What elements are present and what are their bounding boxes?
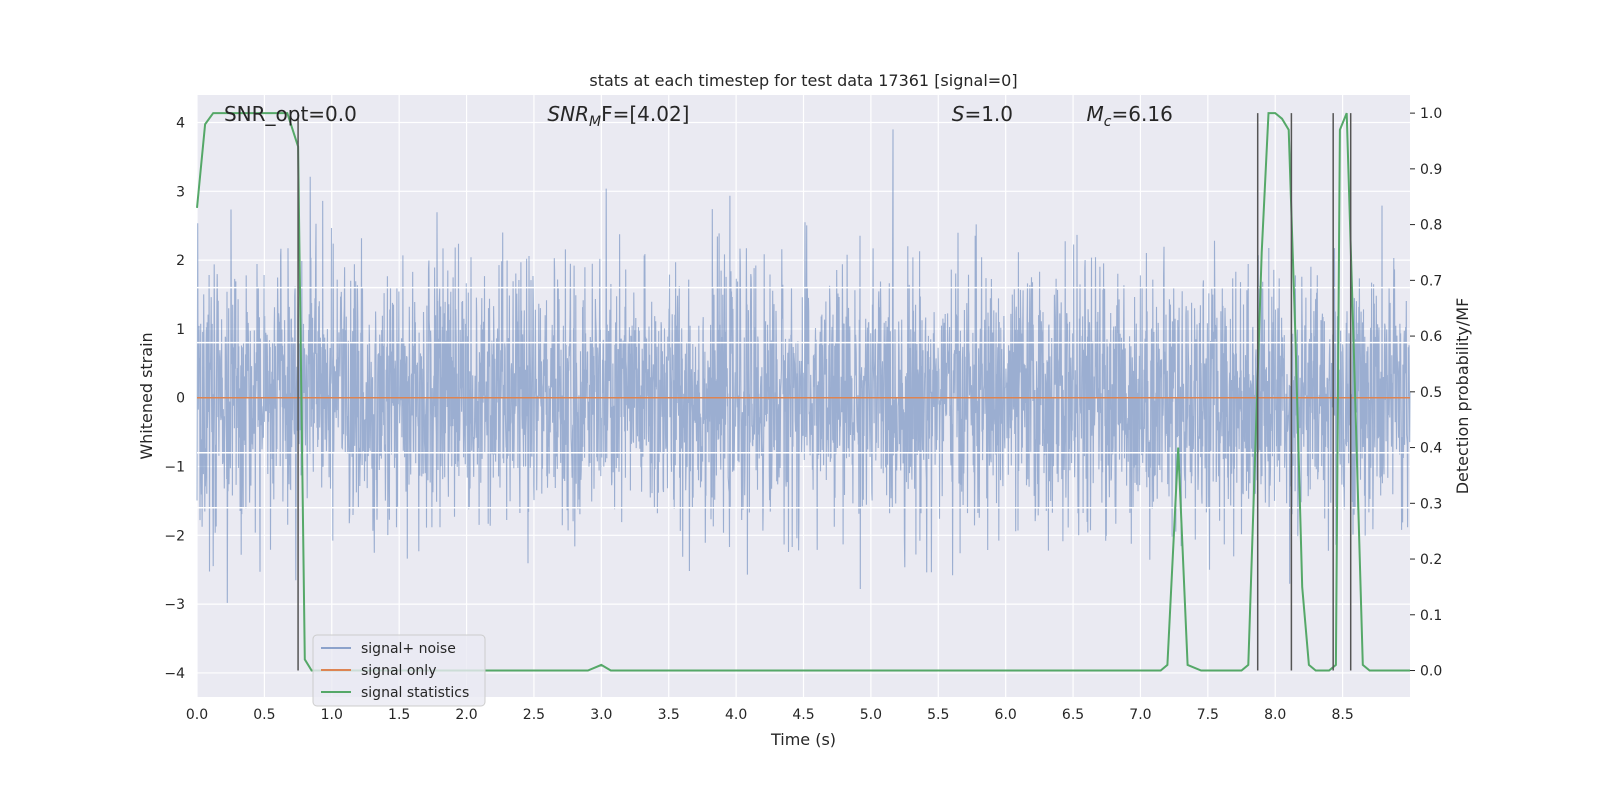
- x-tick-label: 8.5: [1331, 707, 1353, 723]
- x-axis-label: Time (s): [770, 730, 836, 749]
- y-tick-label: 3: [176, 184, 185, 200]
- x-tick-label: 4.5: [792, 707, 814, 723]
- annotation-math-base: SNR: [547, 102, 589, 126]
- annotation-3: Mc=6.16: [1087, 102, 1173, 130]
- x-tick-label: 4.0: [725, 707, 747, 723]
- annotation-math-rest: F=[4.02]: [601, 102, 689, 126]
- annotation-math-rest: =6.16: [1112, 102, 1173, 126]
- y-right-axis-ticks: 1.0 0.9 0.8 0.7 0.6 0.5 0.4 0.3 0.2 0.1 0.0: [1410, 106, 1442, 680]
- y-right-tick-label: 0.3: [1420, 496, 1442, 512]
- y-tick-label: −3: [164, 597, 185, 613]
- annotation-math-base: S: [952, 102, 965, 126]
- x-tick-label: 6.0: [995, 707, 1017, 723]
- annotation-math-rest: =1.0: [964, 102, 1013, 126]
- x-tick-label: 2.0: [455, 707, 477, 723]
- y-right-tick-label: 0.8: [1420, 218, 1442, 234]
- x-tick-label: 1.0: [321, 707, 343, 723]
- y-right-tick-label: 0.4: [1420, 441, 1442, 457]
- noise-trace: [196, 129, 1411, 603]
- series-signal-noise: [196, 129, 1411, 603]
- annotation-2: S=1.0: [952, 102, 1013, 126]
- annotations: SNR_opt=0.0 SNRMF=[4.02] S=1.0 Mc=6.16: [224, 102, 1173, 130]
- y-right-tick-label: 0.9: [1420, 162, 1442, 178]
- y-right-tick-label: 0.6: [1420, 329, 1442, 345]
- annotation-0: SNR_opt=0.0: [224, 102, 357, 126]
- x-tick-label: 0.0: [186, 707, 208, 723]
- y-tick-label: 0: [176, 391, 185, 407]
- legend: signal+ noise signal only signal statistic…: [312, 634, 486, 707]
- y-right-tick-label: 0.0: [1420, 664, 1442, 680]
- annotation-math-base: M: [1087, 102, 1104, 126]
- y-tick-label: 4: [176, 116, 185, 132]
- y-axis-label: Whitened strain: [137, 332, 156, 459]
- y-right-axis-label: Detection probability/MF: [1453, 298, 1472, 495]
- y-right-tick-label: 0.2: [1420, 552, 1442, 568]
- x-tick-label: 6.5: [1062, 707, 1084, 723]
- x-axis-ticks: 0.0 0.5 1.0 1.5 2.0 2.5 3.0 3.5 4.0 4.5 5.0 5.5 6.0 6…: [186, 707, 1354, 723]
- x-tick-label: 7.0: [1129, 707, 1151, 723]
- x-tick-label: 8.0: [1264, 707, 1286, 723]
- legend-label: signal+ noise: [361, 641, 456, 657]
- x-tick-label: 1.5: [388, 707, 410, 723]
- x-tick-label: 3.5: [658, 707, 680, 723]
- y-tick-label: 1: [176, 322, 185, 338]
- y-right-tick-label: 0.1: [1420, 608, 1442, 624]
- x-tick-label: 3.0: [590, 707, 612, 723]
- y-tick-label: 2: [176, 253, 185, 269]
- annotation-math-subscript: c: [1104, 114, 1112, 130]
- legend-label: signal only: [361, 663, 436, 679]
- x-tick-label: 7.5: [1197, 707, 1219, 723]
- chart-title: stats at each timestep for test data 173…: [589, 71, 1017, 90]
- annotation-math-subscript: M: [589, 114, 601, 130]
- x-tick-label: 5.5: [927, 707, 949, 723]
- legend-label: signal statistics: [361, 685, 469, 701]
- x-tick-label: 2.5: [523, 707, 545, 723]
- x-tick-label: 0.5: [253, 707, 275, 723]
- y-right-tick-label: 1.0: [1420, 106, 1442, 122]
- y-tick-label: −4: [164, 666, 185, 682]
- y-right-tick-label: 0.7: [1420, 273, 1442, 289]
- vertical-marker-lines: [297, 113, 1352, 671]
- legend-box: [312, 634, 486, 707]
- y-tick-label: −1: [164, 460, 185, 476]
- y-axis-ticks: 4 3 2 1 0 −1 −2 −3 −4: [164, 116, 185, 682]
- horizontal-threshold-lines: [197, 286, 1410, 509]
- annotation-1: SNRMF=[4.02]: [547, 102, 689, 130]
- x-tick-label: 5.0: [860, 707, 882, 723]
- y-right-tick-label: 0.5: [1420, 385, 1442, 401]
- y-tick-label: −2: [164, 528, 185, 544]
